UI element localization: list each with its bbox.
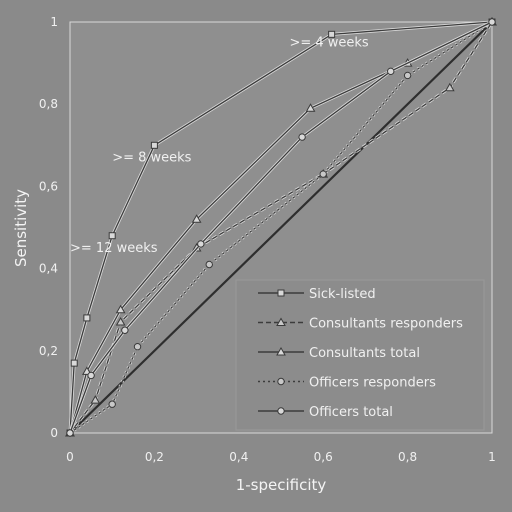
reference-diagonal bbox=[69, 21, 493, 434]
legend-entry: Officers responders bbox=[258, 376, 436, 391]
data-point bbox=[387, 67, 395, 76]
legend-label: Sick-listed bbox=[309, 287, 376, 302]
legend-swatch-marker bbox=[277, 377, 285, 386]
data-point bbox=[108, 400, 116, 408]
legend-entry: Sick-listed bbox=[258, 287, 376, 302]
annotation-label: >= 4 weeks bbox=[289, 36, 368, 51]
y-tick-label: 0,2 bbox=[39, 344, 58, 358]
y-tick-label: 0,4 bbox=[39, 262, 58, 276]
legend-entries: Sick-listed Consultants responders Consult… bbox=[258, 287, 463, 420]
data-point bbox=[298, 133, 306, 141]
data-point bbox=[205, 260, 213, 269]
y-tick-label: 0,8 bbox=[39, 97, 58, 111]
data-point bbox=[108, 232, 116, 240]
series-5 bbox=[66, 18, 496, 437]
data-point bbox=[197, 240, 205, 248]
x-axis-title: 1-specificity bbox=[236, 476, 327, 494]
x-tick-label: 1 bbox=[488, 450, 496, 464]
data-point bbox=[87, 371, 95, 380]
data-point bbox=[488, 18, 496, 26]
legend-swatch-marker bbox=[276, 346, 286, 356]
annotations: >= 4 weeks >= 8 weeks >= 12 weeks bbox=[70, 36, 369, 257]
legend-entry: Officers total bbox=[258, 405, 393, 420]
data-point bbox=[90, 395, 101, 404]
annotation-label: >= 12 weeks bbox=[70, 241, 158, 256]
data-point bbox=[121, 326, 129, 334]
data-point bbox=[328, 30, 336, 38]
data-point bbox=[115, 317, 126, 326]
legend: Sick-listed Consultants responders Consult… bbox=[235, 279, 485, 431]
data-point bbox=[319, 170, 327, 178]
annotation-label: >= 8 weeks bbox=[112, 151, 191, 166]
y-tick-label: 0 bbox=[50, 426, 58, 440]
reference-line bbox=[69, 21, 493, 434]
x-tick-label: 0,8 bbox=[398, 450, 417, 464]
data-point bbox=[305, 103, 316, 112]
data-point bbox=[133, 342, 142, 351]
x-tick-label: 0,2 bbox=[145, 450, 164, 464]
legend-entry: Consultants responders bbox=[258, 317, 463, 332]
legend-swatch-marker bbox=[277, 289, 285, 297]
y-tick-label: 0,6 bbox=[39, 179, 58, 193]
data-point bbox=[191, 214, 202, 223]
data-point bbox=[70, 359, 78, 367]
data-point bbox=[83, 314, 91, 322]
x-tick-label: 0,6 bbox=[314, 450, 333, 464]
series-group bbox=[65, 16, 497, 437]
legend-swatch-marker bbox=[276, 317, 286, 326]
y-axis-title: Sensitivity bbox=[12, 189, 30, 267]
data-point bbox=[403, 71, 412, 80]
data-point bbox=[444, 82, 455, 92]
legend-label: Officers responders bbox=[309, 376, 436, 391]
legend-swatch-marker bbox=[277, 407, 285, 415]
data-point bbox=[150, 141, 158, 149]
tick-labels: 0 0,2 0,4 0,6 0,8 1 0 0,2 0,4 0,6 0,8 1 bbox=[39, 15, 496, 464]
y-tick-label: 1 bbox=[50, 15, 58, 29]
data-point bbox=[66, 429, 74, 437]
data-point bbox=[115, 304, 126, 314]
legend-label: Consultants total bbox=[309, 346, 420, 361]
legend-label: Officers total bbox=[309, 405, 393, 420]
legend-label: Consultants responders bbox=[309, 317, 463, 332]
x-tick-label: 0 bbox=[66, 450, 74, 464]
x-tick-label: 0,4 bbox=[229, 450, 248, 464]
legend-entry: Consultants total bbox=[258, 346, 420, 361]
